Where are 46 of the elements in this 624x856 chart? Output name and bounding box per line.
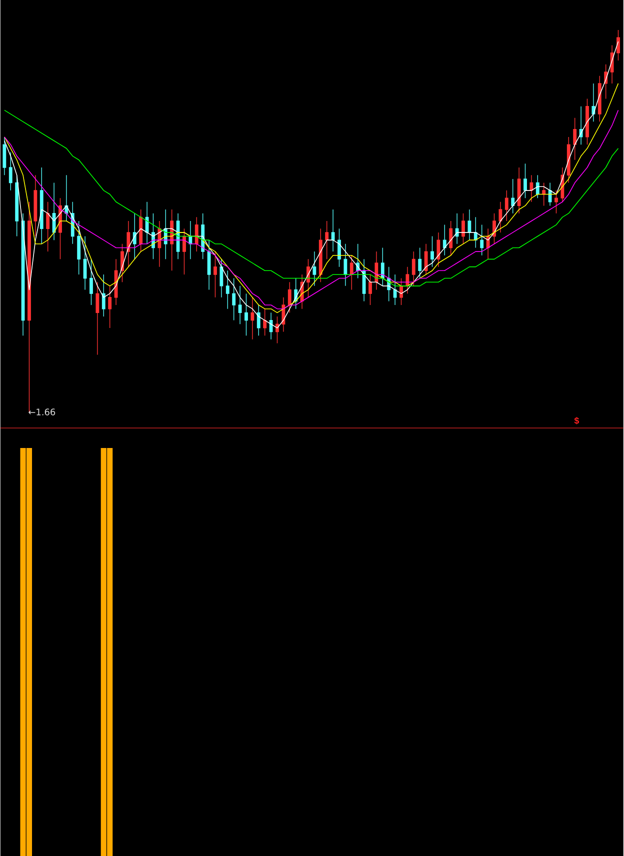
candlestick	[238, 286, 242, 324]
candlestick	[34, 174, 38, 237]
candlestick	[207, 240, 211, 290]
candlestick	[96, 282, 100, 356]
candlestick	[145, 202, 149, 244]
candlestick	[250, 297, 254, 340]
candlestick	[573, 117, 577, 160]
candlestick	[374, 251, 378, 290]
candlestick	[40, 167, 44, 244]
candlestick	[52, 182, 56, 240]
candlestick	[567, 136, 570, 184]
candlestick	[83, 236, 87, 290]
candlestick	[288, 282, 292, 314]
candlestick	[505, 190, 508, 222]
annotation: ←1.66	[28, 408, 56, 416]
candlestick	[77, 220, 81, 275]
candlestick	[319, 228, 322, 282]
candlestick	[480, 224, 484, 256]
candlestick	[498, 202, 502, 233]
candlestick	[312, 251, 316, 286]
candlestick	[269, 312, 273, 340]
candlestick	[598, 75, 602, 122]
candlestick	[195, 216, 198, 252]
candlestick	[188, 220, 192, 260]
candlestick	[418, 247, 422, 279]
candlestick	[331, 209, 335, 252]
candlestick	[524, 163, 528, 198]
candlestick	[449, 220, 453, 256]
candlestick	[139, 209, 143, 252]
candlestick	[412, 251, 416, 286]
candlestick	[344, 244, 348, 286]
candlestick	[517, 167, 521, 214]
candlestick	[2, 136, 6, 176]
candlestick	[232, 278, 236, 321]
candlestick	[220, 258, 224, 298]
candlestick	[9, 152, 12, 191]
candlestick	[586, 98, 590, 145]
candlestick	[108, 286, 112, 328]
candlestick	[90, 258, 94, 306]
candlestick	[393, 274, 397, 306]
candlestick	[257, 304, 260, 336]
text: $	[574, 417, 580, 424]
candlestick	[436, 232, 440, 268]
candlestick	[468, 209, 472, 240]
candlestick	[430, 236, 434, 268]
candlestick	[368, 274, 372, 306]
